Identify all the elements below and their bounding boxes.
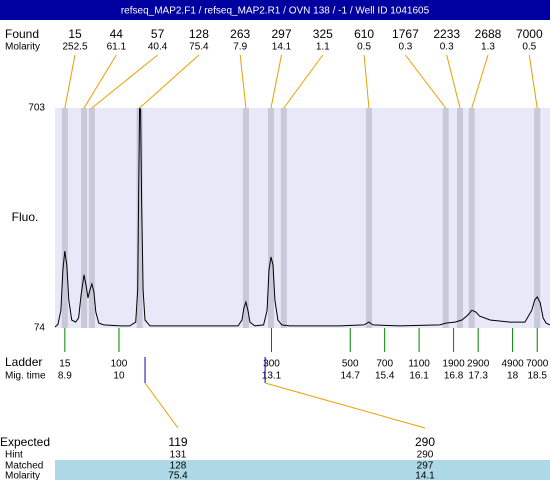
peak-connector xyxy=(283,54,324,109)
peak-band xyxy=(81,108,88,328)
ladder-size: 15 xyxy=(59,359,71,370)
ladder-label: Ladder xyxy=(5,355,42,369)
trace xyxy=(54,107,550,328)
matched-band xyxy=(55,460,550,480)
molarity-label: Molarity xyxy=(5,42,40,53)
cell: 14.1 xyxy=(415,471,435,480)
peak-band xyxy=(136,108,143,328)
row-label: Matched xyxy=(5,461,43,472)
peak-connector xyxy=(64,54,76,109)
peak-connector xyxy=(405,54,447,109)
ladder-size: 7000 xyxy=(526,359,549,370)
peak-molarity: 40.4 xyxy=(148,42,168,53)
ladder-time: 8.9 xyxy=(58,371,72,382)
peak-connector xyxy=(139,54,200,109)
peak-size: 1767 xyxy=(392,27,419,41)
ladder-time: 14.7 xyxy=(340,371,360,382)
ladder-size: 100 xyxy=(111,359,128,370)
peak-size: 2233 xyxy=(433,27,460,41)
peak-molarity: 0.5 xyxy=(522,42,536,53)
ladder-size: 1100 xyxy=(408,359,430,370)
peak-connector xyxy=(528,54,538,109)
peak-molarity: 0.3 xyxy=(398,42,412,53)
row-label: Molarity xyxy=(5,471,40,480)
peak-molarity: 1.1 xyxy=(316,42,330,53)
ladder-time: 16.1 xyxy=(409,371,429,382)
ladder-size: 2900 xyxy=(467,359,490,370)
peak-band xyxy=(242,108,249,328)
peak-band xyxy=(280,108,287,328)
peak-band xyxy=(534,108,541,328)
peak-molarity: 252.5 xyxy=(62,42,87,53)
cell: 131 xyxy=(170,450,187,461)
title: refseq_MAP2.F1 / refseq_MAP2.R1 / OVN 13… xyxy=(121,6,430,17)
peak-molarity: 7.9 xyxy=(233,42,247,53)
peak-molarity: 1.3 xyxy=(481,42,495,53)
cell: 290 xyxy=(415,435,435,449)
cell: 119 xyxy=(168,435,187,449)
peak-size: 128 xyxy=(189,27,209,41)
peak-size: 297 xyxy=(271,27,291,41)
peak-band xyxy=(365,108,372,328)
ladder-time: 13.1 xyxy=(262,371,282,382)
y-tick-label: 703 xyxy=(28,103,45,114)
peak-connector xyxy=(239,54,247,109)
peak-molarity: 14.1 xyxy=(272,42,292,53)
peak-size: 57 xyxy=(151,27,165,41)
peak-connector xyxy=(446,54,461,109)
peak-size: 610 xyxy=(354,27,374,41)
peak-size: 44 xyxy=(110,27,124,41)
ladder-time: 10 xyxy=(113,371,125,382)
cell: 297 xyxy=(417,461,434,472)
ladder-size: 700 xyxy=(376,359,393,370)
y-tick-label: 74 xyxy=(34,323,46,334)
ladder-size: 500 xyxy=(342,359,359,370)
peak-band xyxy=(442,108,449,328)
title-bar xyxy=(0,0,550,20)
y-axis-label: Fluo. xyxy=(12,210,39,224)
peak-connector xyxy=(91,54,158,109)
ladder-size: 1900 xyxy=(442,359,465,370)
ladder-time: 16.8 xyxy=(444,371,464,382)
plot-area xyxy=(55,108,550,328)
ladder-time: 15.4 xyxy=(375,371,395,382)
peak-size: 263 xyxy=(230,27,250,41)
peak-molarity: 0.5 xyxy=(357,42,371,53)
peak-band xyxy=(88,108,95,328)
peak-connector xyxy=(363,54,370,109)
found-label: Found xyxy=(5,27,39,41)
peak-connector xyxy=(83,54,117,109)
peak-size: 325 xyxy=(313,27,333,41)
peak-size: 2688 xyxy=(475,27,502,41)
peak-molarity: 75.4 xyxy=(189,42,209,53)
cell: 290 xyxy=(417,450,434,461)
expected-connector xyxy=(144,382,179,429)
ladder-size: 300 xyxy=(263,359,280,370)
row-label: Hint xyxy=(5,450,23,461)
peak-size: 15 xyxy=(68,27,82,41)
peak-band xyxy=(468,108,475,328)
mig-time-label: Mig. time xyxy=(5,371,46,382)
row-label: Expected xyxy=(0,435,50,449)
peak-connector xyxy=(270,54,282,109)
peak-band xyxy=(268,108,275,328)
peak-band xyxy=(456,108,463,328)
peak-molarity: 0.3 xyxy=(440,42,454,53)
expected-connector xyxy=(264,382,426,429)
peak-size: 7000 xyxy=(516,27,543,41)
ladder-time: 18 xyxy=(507,371,519,382)
cell: 128 xyxy=(170,461,187,472)
peak-band xyxy=(61,108,68,328)
ladder-time: 17.3 xyxy=(468,371,488,382)
peak-molarity: 61.1 xyxy=(107,42,127,53)
peak-connector xyxy=(471,54,489,109)
cell: 75.4 xyxy=(168,471,188,480)
ladder-size: 4900 xyxy=(501,359,524,370)
ladder-time: 18.5 xyxy=(527,371,547,382)
